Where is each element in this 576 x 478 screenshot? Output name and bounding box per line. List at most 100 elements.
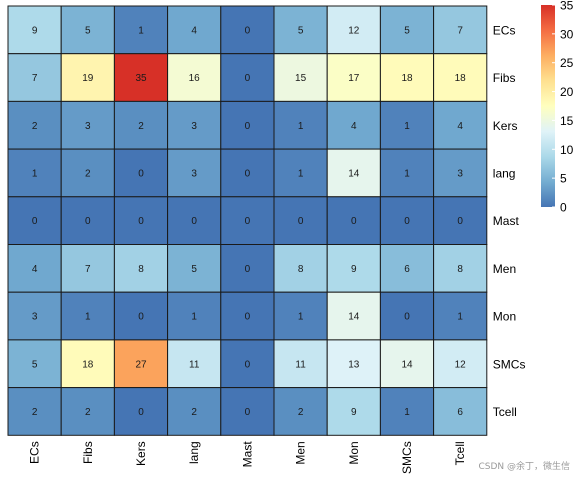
cell-value-Mon-lang: 1: [191, 312, 197, 323]
heatmap-cell-Fibs-Kers: [113, 53, 169, 102]
heatmap-cell-Kers-Tcell: [433, 100, 488, 150]
cell-value-Fibs-SMCs: 18: [401, 73, 413, 84]
cell-value-Mon-Men: 1: [298, 312, 304, 323]
column-label-Fibs: Fibs: [81, 441, 95, 464]
heatmap-cell-lang-ECs: [7, 148, 62, 198]
legend-tick-label-5: 5: [560, 172, 567, 186]
cell-value-Fibs-Fibs: 19: [82, 73, 94, 84]
heatmap-cell-Fibs-Tcell: [433, 53, 488, 102]
heatmap-cell-SMCs-lang: [167, 339, 222, 389]
cell-value-ECs-Mast: 0: [245, 25, 251, 36]
cell-value-lang-ECs: 1: [32, 168, 38, 179]
cell-value-ECs-lang: 4: [191, 25, 197, 36]
column-label-Tcell: Tcell: [453, 441, 467, 465]
heatmap-cell-Mon-ECs: [7, 291, 62, 341]
heatmap-cell-Men-Mast: [220, 244, 275, 293]
cell-value-Fibs-Mon: 17: [348, 73, 360, 84]
heatmap-cell-Mast-lang: [167, 196, 222, 246]
legend-tick-label-0: 0: [560, 201, 567, 215]
cell-value-Tcell-ECs: 2: [32, 407, 38, 418]
cell-value-Fibs-Men: 15: [295, 73, 307, 84]
heatmap-cell-SMCs-Men: [273, 339, 328, 389]
heatmap-cell-Fibs-SMCs: [379, 53, 435, 102]
heatmap-cell-Mast-Kers: [113, 196, 169, 246]
column-label-Kers: Kers: [134, 441, 148, 466]
column-labels: ECs Fibs Kers lang Mast Men Mon SMCs Tcell: [28, 441, 468, 474]
cell-value-Mast-Tcell: 0: [457, 216, 463, 227]
cell-value-Mast-Mast: 0: [245, 216, 251, 227]
cell-value-Men-ECs: 4: [32, 264, 38, 275]
legend-tick-label-15: 15: [560, 114, 574, 128]
row-label-Mast: Mast: [493, 214, 520, 228]
cell-value-Tcell-Fibs: 2: [85, 407, 91, 418]
cell-value-Kers-SMCs: 1: [404, 121, 410, 132]
cell-value-Men-Mast: 0: [245, 264, 251, 275]
cell-value-Men-Kers: 8: [138, 264, 144, 275]
heatmap-cell-Tcell-ECs: [7, 387, 62, 436]
heatmap-cell-Fibs-Mon: [326, 53, 381, 102]
cell-value-Kers-lang: 3: [191, 121, 197, 132]
cell-value-Tcell-lang: 2: [191, 407, 197, 418]
cell-value-SMCs-Kers: 27: [135, 359, 147, 370]
heatmap-cell-Mast-Men: [273, 196, 328, 246]
cell-value-SMCs-Fibs: 18: [82, 359, 94, 370]
cell-value-lang-Mast: 0: [245, 168, 251, 179]
row-label-Mon: Mon: [493, 310, 516, 324]
cell-value-Kers-Tcell: 4: [457, 121, 463, 132]
heatmap-cell-Mast-Mon: [326, 196, 381, 246]
cell-value-SMCs-SMCs: 14: [401, 359, 413, 370]
heatmap-cell-Tcell-Tcell: [433, 387, 488, 436]
heatmap-cell-Mon-Mon: [326, 291, 381, 341]
heatmap-cell-Tcell-Mon: [326, 387, 381, 436]
row-label-Kers: Kers: [493, 119, 518, 133]
heatmap-cell-Men-Tcell: [433, 244, 488, 293]
heatmap-cell-Men-lang: [167, 244, 222, 293]
row-labels: ECs Fibs Kers lang Mast Men Mon SMCs Tcell: [493, 23, 526, 419]
heatmap-cell-Mon-Mast: [220, 291, 275, 341]
cell-value-lang-Men: 1: [298, 168, 304, 179]
color-legend: 0 5 10 15 20 25 30 35: [541, 0, 574, 215]
heatmap-cell-Mast-Tcell: [433, 196, 488, 246]
heatmap-cell-Men-ECs: [7, 244, 62, 293]
heatmap-cell-ECs-ECs: [7, 5, 62, 55]
cell-value-lang-Tcell: 3: [457, 168, 463, 179]
column-label-Mon: Mon: [347, 441, 361, 464]
cell-value-Kers-Fibs: 3: [85, 121, 91, 132]
row-label-Fibs: Fibs: [493, 71, 516, 85]
cell-value-Fibs-Tcell: 18: [455, 73, 467, 84]
heatmap-cell-ECs-Men: [273, 5, 328, 55]
cell-value-Men-lang: 5: [191, 264, 197, 275]
cell-value-Mast-lang: 0: [191, 216, 197, 227]
heatmap-cell-ECs-Kers: [113, 5, 169, 55]
heatmap-cell-lang-lang: [167, 148, 222, 198]
heatmap-cell-Tcell-lang: [167, 387, 222, 436]
heatmap-cell-labels: 9 5 1 4 0 5 12 5 77 19 35 16 0 15 17 18 182 3 2 3 0 1 4 1 41 2 0 3 0…: [32, 25, 466, 418]
cell-value-Tcell-Mon: 9: [351, 407, 357, 418]
cell-value-Men-SMCs: 6: [404, 264, 410, 275]
cell-value-Men-Fibs: 7: [85, 264, 91, 275]
cell-value-SMCs-Mast: 0: [245, 359, 251, 370]
cell-value-ECs-Kers: 1: [138, 25, 144, 36]
heatmap-cell-Mon-Fibs: [60, 291, 115, 341]
column-label-ECs: ECs: [28, 441, 42, 464]
column-label-Men: Men: [294, 441, 308, 464]
cell-value-Mast-Fibs: 0: [85, 216, 91, 227]
legend-ticks: 0 5 10 15 20 25 30 35: [552, 0, 574, 215]
heatmap-cell-Men-Fibs: [60, 244, 115, 293]
cell-value-ECs-Fibs: 5: [85, 25, 91, 36]
cell-value-Fibs-Mast: 0: [245, 73, 251, 84]
cell-value-Fibs-ECs: 7: [32, 73, 38, 84]
heatmap-cell-Tcell-Fibs: [60, 387, 115, 436]
heatmap-cells: [7, 5, 488, 436]
cell-value-ECs-Mon: 12: [348, 25, 360, 36]
cell-value-Mast-SMCs: 0: [404, 216, 410, 227]
row-label-ECs: ECs: [493, 23, 516, 37]
cell-value-Fibs-lang: 16: [189, 73, 201, 84]
cell-value-SMCs-Mon: 13: [348, 359, 360, 370]
cell-value-Mast-ECs: 0: [32, 216, 38, 227]
heatmap-cell-SMCs-Kers: [113, 339, 169, 389]
heatmap-cell-SMCs-Mast: [220, 339, 275, 389]
legend-color-bar: [541, 5, 555, 207]
column-label-Mast: Mast: [240, 441, 254, 468]
